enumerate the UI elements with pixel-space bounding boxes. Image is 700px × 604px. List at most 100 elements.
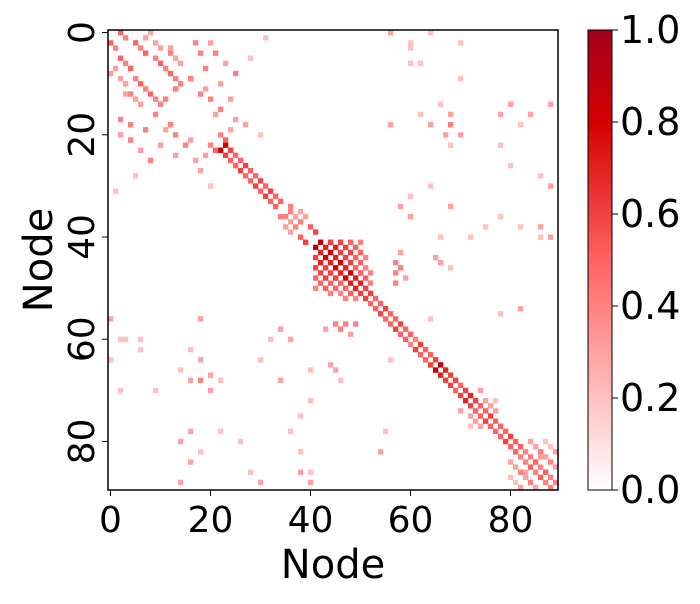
heatmap-cell	[353, 265, 359, 271]
heatmap-cell	[438, 362, 444, 368]
heatmap-cell	[353, 254, 359, 261]
heatmap-cell	[188, 76, 194, 82]
heatmap-cell	[443, 367, 449, 373]
heatmap-cell	[113, 65, 119, 72]
heatmap-cell	[458, 408, 464, 414]
heatmap-cell	[448, 372, 454, 378]
heatmap-cell	[133, 173, 139, 179]
heatmap-cell	[553, 479, 559, 486]
heatmap-cell	[463, 398, 469, 404]
heatmap-cell	[188, 459, 194, 465]
heatmap-cell	[468, 392, 474, 399]
heatmap-cell	[428, 362, 434, 368]
heatmap-cell	[338, 377, 344, 383]
heatmap-cell	[283, 224, 289, 230]
heatmap-cell	[498, 111, 504, 118]
heatmap-cell	[333, 321, 339, 327]
heatmap-cell	[533, 459, 539, 465]
heatmap-cell	[243, 162, 249, 169]
heatmap-cell	[523, 449, 529, 455]
heatmap-cell	[448, 122, 454, 128]
heatmap-cell	[298, 234, 304, 240]
heatmap-cell	[403, 275, 409, 281]
heatmap-cell	[158, 142, 164, 148]
heatmap-cell	[418, 60, 424, 67]
heatmap-cell	[198, 50, 204, 56]
heatmap-cell	[353, 321, 359, 327]
heatmap-cell	[478, 423, 484, 429]
heatmap-cell	[258, 479, 264, 486]
heatmap-cell	[268, 336, 274, 343]
heatmap-cell	[168, 45, 174, 51]
heatmap-cell	[118, 30, 124, 36]
heatmap-cell	[548, 101, 554, 107]
heatmap-cell	[448, 111, 454, 118]
heatmap-cell	[543, 469, 549, 475]
heatmap-cell	[338, 239, 344, 245]
heatmap-cell	[493, 408, 499, 414]
heatmap-cell	[143, 50, 149, 56]
heatmap-cell	[538, 454, 544, 460]
heatmap-cell	[178, 438, 184, 445]
heatmap-cell	[503, 428, 509, 435]
heatmap-cell	[393, 280, 399, 286]
heatmap-cell	[243, 122, 249, 128]
heatmap-cell	[528, 454, 534, 460]
colorbar-tick-label: 0.4	[620, 284, 680, 328]
heatmap-cell	[328, 280, 334, 286]
heatmap-cell	[133, 40, 139, 46]
heatmap-cell	[153, 40, 159, 46]
heatmap-cell	[518, 444, 524, 450]
heatmap-cell	[383, 306, 389, 312]
heatmap-cell	[273, 193, 279, 199]
heatmap-cell	[493, 428, 499, 435]
heatmap-cell	[488, 423, 494, 429]
heatmap-cell	[118, 336, 124, 343]
heatmap-cell	[323, 285, 329, 291]
heatmap-cell	[293, 214, 299, 220]
heatmap-cell	[413, 336, 419, 343]
heatmap-cell	[338, 290, 344, 297]
heatmap-cell	[268, 198, 274, 205]
heatmap-cell	[153, 111, 159, 118]
heatmap-cell	[118, 55, 124, 61]
heatmap-cell	[143, 127, 149, 133]
heatmap-cell	[128, 122, 134, 128]
heatmap-cell	[123, 81, 129, 87]
heatmap-cell	[433, 357, 439, 363]
heatmap-cell	[123, 336, 129, 343]
heatmap-cell	[218, 428, 224, 435]
heatmap-cell	[433, 367, 439, 373]
heatmap-cell	[438, 372, 444, 378]
heatmap-cell	[358, 239, 364, 245]
heatmap-cell	[343, 275, 349, 281]
heatmap-cell	[288, 219, 294, 225]
heatmap-cell	[258, 188, 264, 194]
heatmap-cell	[408, 193, 414, 199]
heatmap-cell	[238, 168, 244, 174]
heatmap-cell	[188, 137, 194, 143]
heatmap-cell	[528, 479, 534, 486]
heatmap-cell	[278, 377, 284, 383]
heatmap-cell	[483, 418, 489, 424]
heatmap-cell	[218, 147, 224, 153]
heatmap-cell	[513, 479, 519, 486]
heatmap-cell	[373, 306, 379, 312]
heatmap-cell	[473, 398, 479, 404]
heatmap-cell	[403, 336, 409, 343]
heatmap-cell	[528, 438, 534, 445]
heatmap-cell	[548, 459, 554, 465]
heatmap-cell	[358, 249, 364, 256]
heatmap-cell	[538, 449, 544, 455]
heatmap-cell	[323, 275, 329, 281]
heatmap-cell	[478, 403, 484, 409]
heatmap-cell	[358, 290, 364, 297]
heatmap-cell	[288, 428, 294, 435]
heatmap-cell	[328, 239, 334, 245]
heatmap-cell	[233, 70, 239, 77]
heatmap-cell	[223, 137, 229, 143]
heatmap-cell	[408, 331, 414, 337]
heatmap-cell	[548, 234, 554, 240]
heatmap-cell	[343, 285, 349, 291]
y-axis-label: Node	[16, 208, 62, 312]
